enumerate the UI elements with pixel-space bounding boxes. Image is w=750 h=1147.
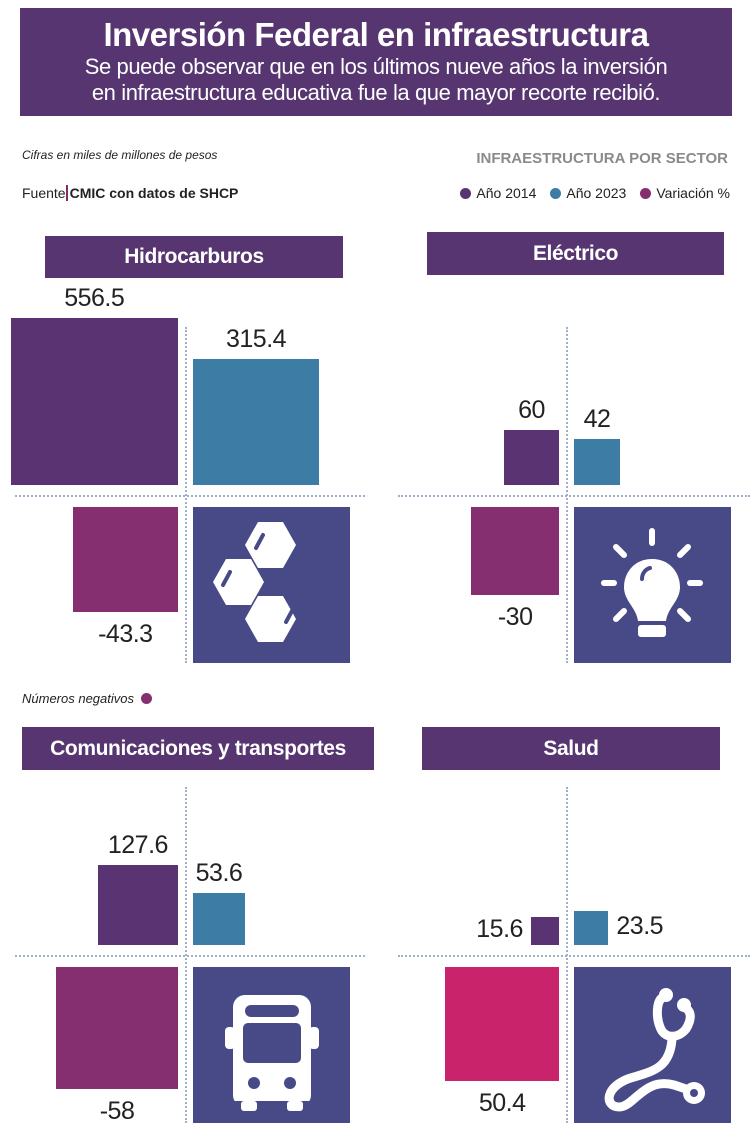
- bar-variation-hidrocarburos: [72, 507, 178, 613]
- negatives-note: Números negativos: [22, 691, 152, 706]
- label-variation-hidrocarburos: -43.3: [98, 620, 153, 649]
- legend-label: Año 2023: [566, 185, 627, 201]
- source-prefix: Fuente: [22, 185, 66, 201]
- bar-variation-electrico: [471, 507, 559, 595]
- bar-2023-salud: [574, 910, 609, 945]
- icon-box-electrico: [574, 507, 731, 663]
- hexagons-icon: [213, 522, 296, 642]
- legend-dot: [550, 188, 562, 199]
- icon-box-hidrocarburos: [193, 507, 350, 663]
- baseline-electrico: [398, 495, 750, 497]
- header-banner: Inversión Federal en infraestructura Se …: [20, 8, 732, 116]
- icon-box-comunicaciones: [193, 967, 350, 1123]
- legend: Año 2014 Año 2023 Variación %: [460, 185, 730, 201]
- negatives-dot: [140, 693, 152, 704]
- lightbulb-icon: [601, 528, 703, 637]
- label-2023-comunicaciones: 53.6: [195, 859, 243, 888]
- subtitle-line-1: Se puede observar que en los últimos nue…: [84, 54, 668, 79]
- bar-2014-comunicaciones: [97, 864, 178, 945]
- panel-title-electrico: Eléctrico: [427, 232, 724, 275]
- bar-2014-electrico: [504, 430, 559, 485]
- label-2014-salud: 15.6: [476, 914, 523, 943]
- legend-dot: [460, 188, 472, 199]
- source-note: Fuente CMIC con datos de SHCP: [22, 185, 239, 201]
- label-variation-comunicaciones: -58: [99, 1096, 135, 1125]
- bar-variation-salud: [445, 967, 559, 1081]
- label-2023-electrico: 42: [583, 404, 611, 433]
- legend-heading: INFRAESTRUCTURA POR SECTOR: [476, 150, 728, 167]
- label-variation-electrico: -30: [497, 602, 533, 631]
- negatives-label: Números negativos: [22, 691, 134, 706]
- label-2023-salud: 23.5: [616, 911, 664, 940]
- label-2014-electrico: 60: [518, 396, 545, 424]
- baseline-comunicaciones: [15, 955, 365, 957]
- label-2014-hidrocarburos: 556.5: [64, 283, 125, 312]
- legend-label: Año 2014: [476, 185, 537, 201]
- page-title: Inversión Federal en infraestructura: [103, 16, 649, 53]
- legend-label: Variación %: [656, 185, 730, 201]
- panel-title-salud: Salud: [422, 727, 720, 770]
- label-2014-comunicaciones: 127.6: [107, 830, 169, 859]
- stethoscope-icon: [604, 988, 705, 1112]
- legend-item-variation: Variación %: [640, 185, 730, 201]
- bar-2023-electrico: [574, 438, 620, 485]
- legend-item-2014: Año 2014: [460, 185, 536, 201]
- units-note: Cifras en miles de millones de pesos: [22, 148, 218, 162]
- bar-2023-hidrocarburos: [193, 358, 320, 485]
- bar-2014-hidrocarburos: [10, 317, 178, 485]
- panel-title-hidrocarburos: Hidrocarburos: [45, 236, 343, 278]
- source-text: CMIC con datos de SHCP: [65, 185, 239, 201]
- bar-variation-comunicaciones: [56, 967, 178, 1089]
- label-2023-hidrocarburos: 315.4: [226, 324, 287, 353]
- legend-dot: [640, 188, 652, 199]
- label-variation-salud: 50.4: [478, 1088, 526, 1117]
- bar-2014-salud: [530, 916, 559, 945]
- baseline-salud: [398, 955, 750, 957]
- icon-box-salud: [574, 967, 731, 1123]
- legend-item-2023: Año 2023: [550, 185, 626, 201]
- bus-icon: [225, 995, 319, 1113]
- baseline-hidrocarburos: [15, 495, 365, 497]
- panel-title-comunicaciones: Comunicaciones y transportes: [22, 727, 374, 770]
- bar-2023-comunicaciones: [193, 893, 245, 945]
- subtitle-line-2: en infraestructura educativa fue la que …: [91, 80, 661, 105]
